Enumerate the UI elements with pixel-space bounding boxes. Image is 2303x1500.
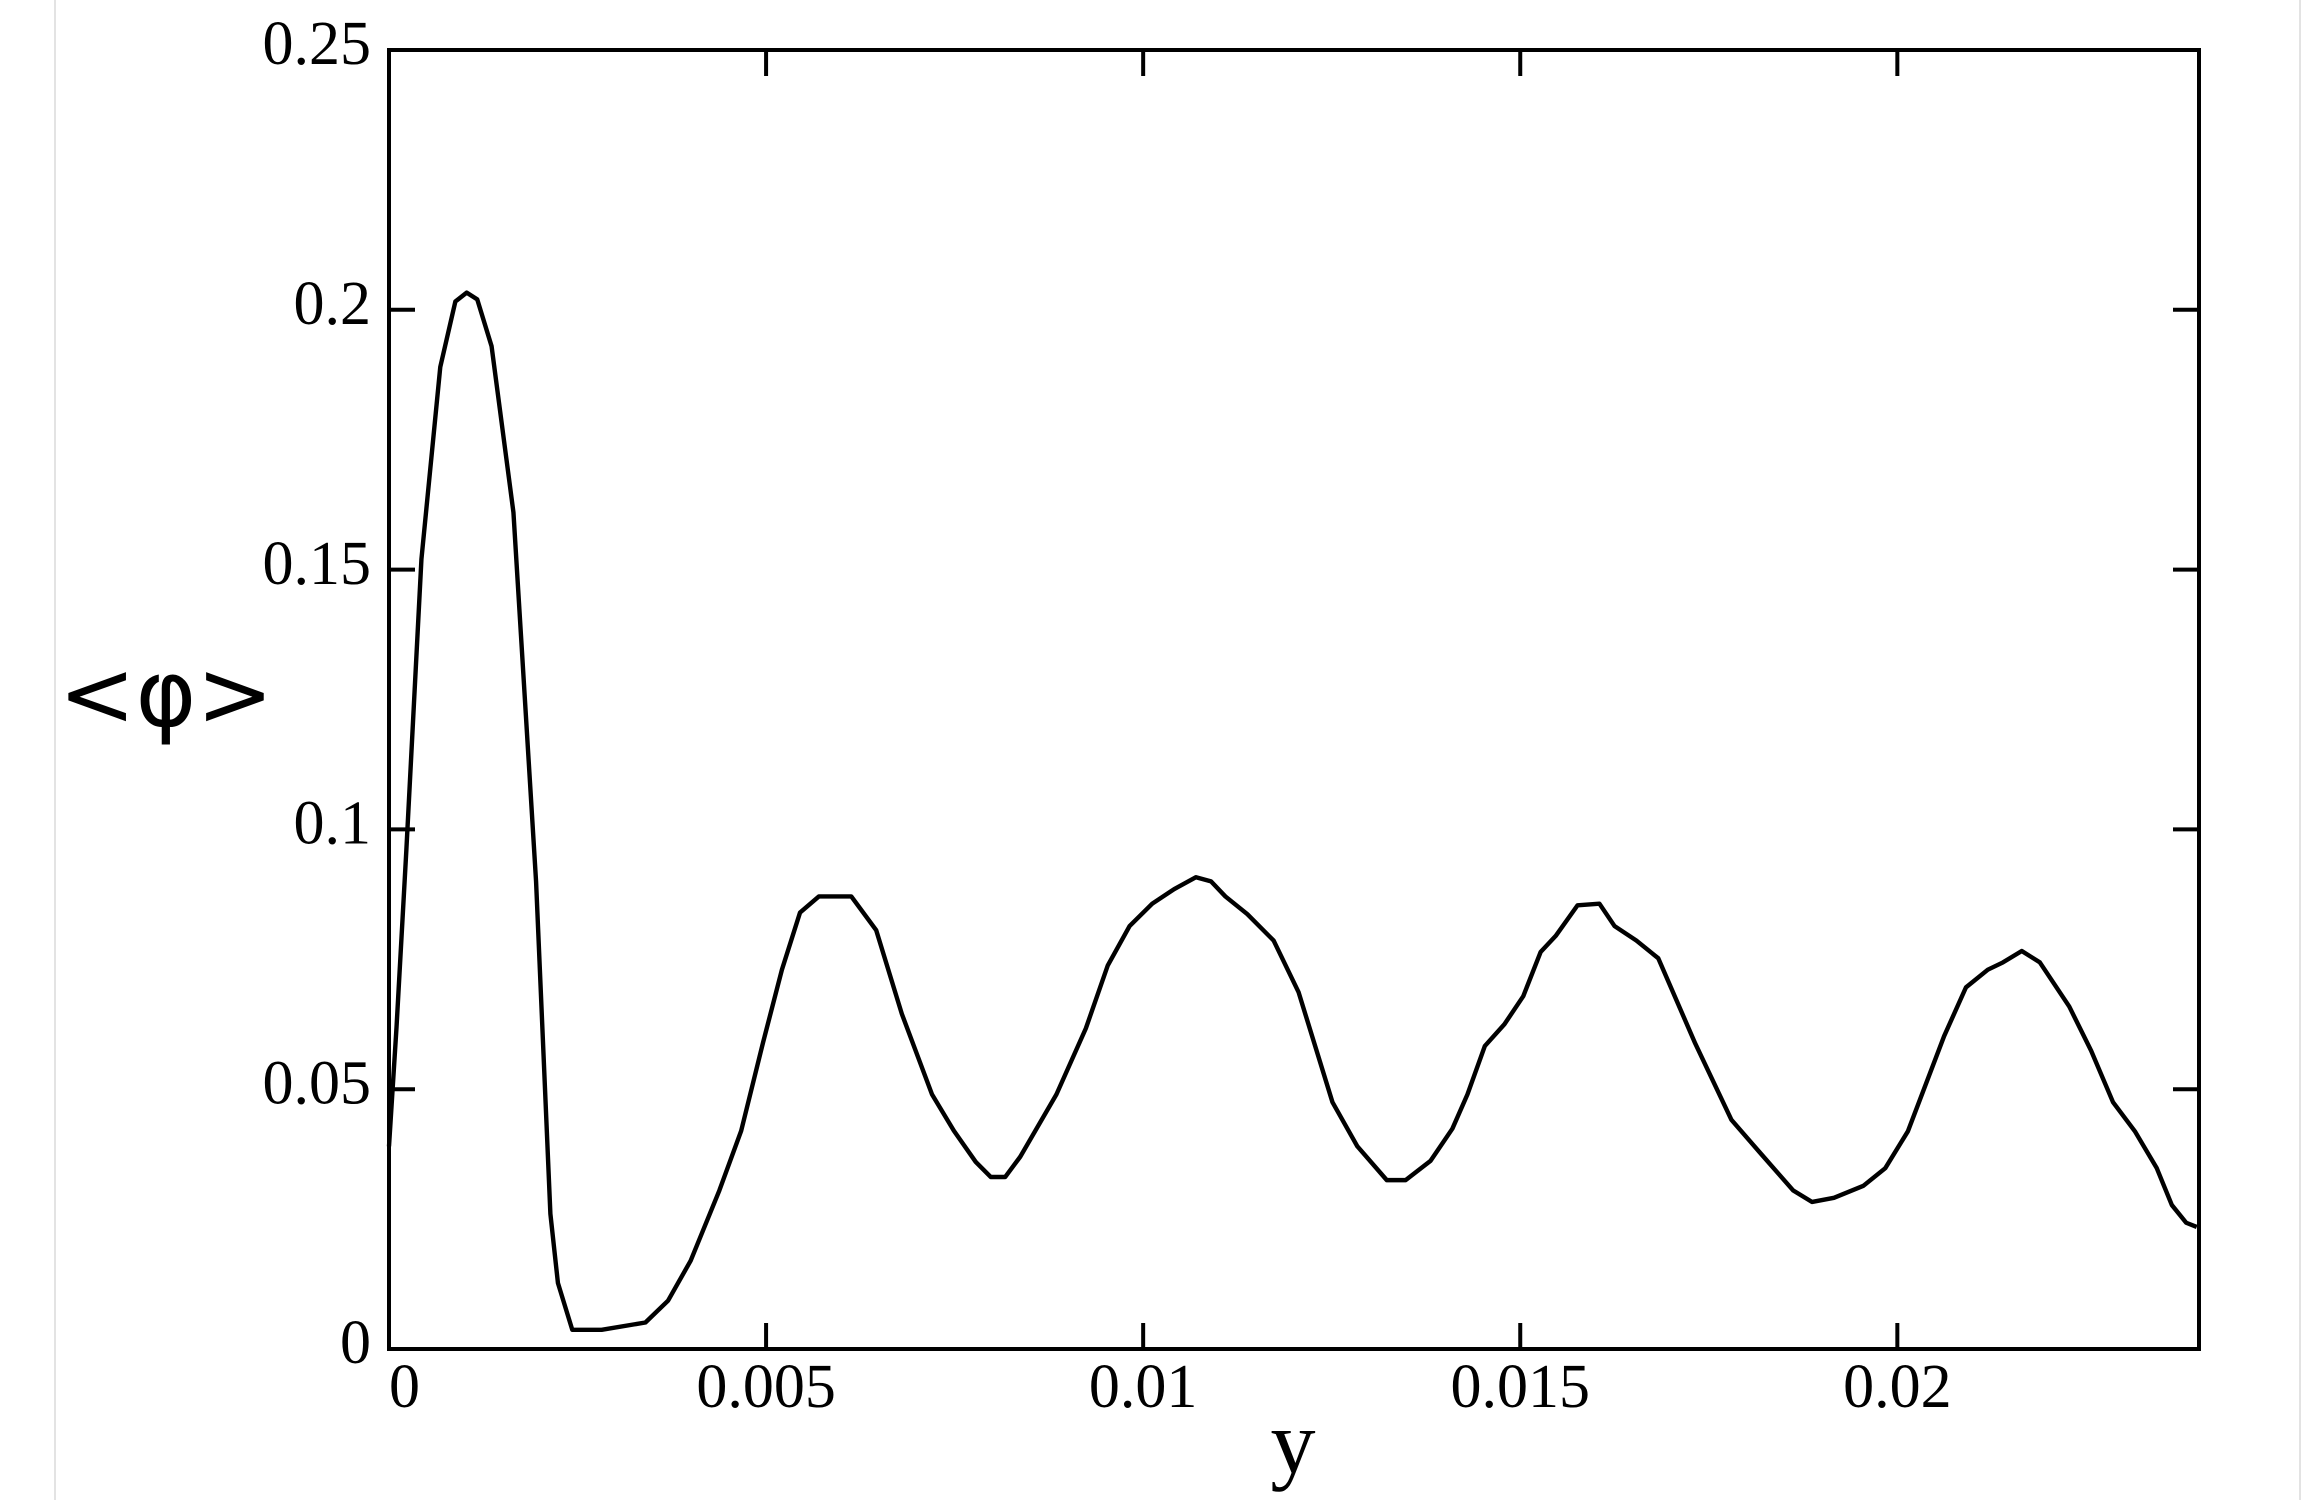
y-axis-label: <φ> xyxy=(59,640,274,747)
data-line xyxy=(386,290,2198,1332)
x-tick-label: 0.005 xyxy=(696,1353,836,1421)
plot-frame xyxy=(387,48,2201,1351)
y-tick-label: 0.1 xyxy=(294,790,372,858)
x-axis-label: y xyxy=(1271,1394,1316,1493)
y-tick-label: 0 xyxy=(340,1309,371,1377)
y-tick-label: 0.2 xyxy=(294,270,372,338)
x-tick-label: 0.015 xyxy=(1451,1353,1591,1421)
y-tick-label: 0.25 xyxy=(263,10,372,78)
y-tick-label: 0.15 xyxy=(263,530,372,598)
x-tick-label: 0.01 xyxy=(1089,1353,1198,1421)
x-tick-label: 0 xyxy=(389,1353,420,1421)
x-tick-label: 0.02 xyxy=(1843,1353,1952,1421)
y-tick-label: 0.05 xyxy=(263,1049,372,1117)
